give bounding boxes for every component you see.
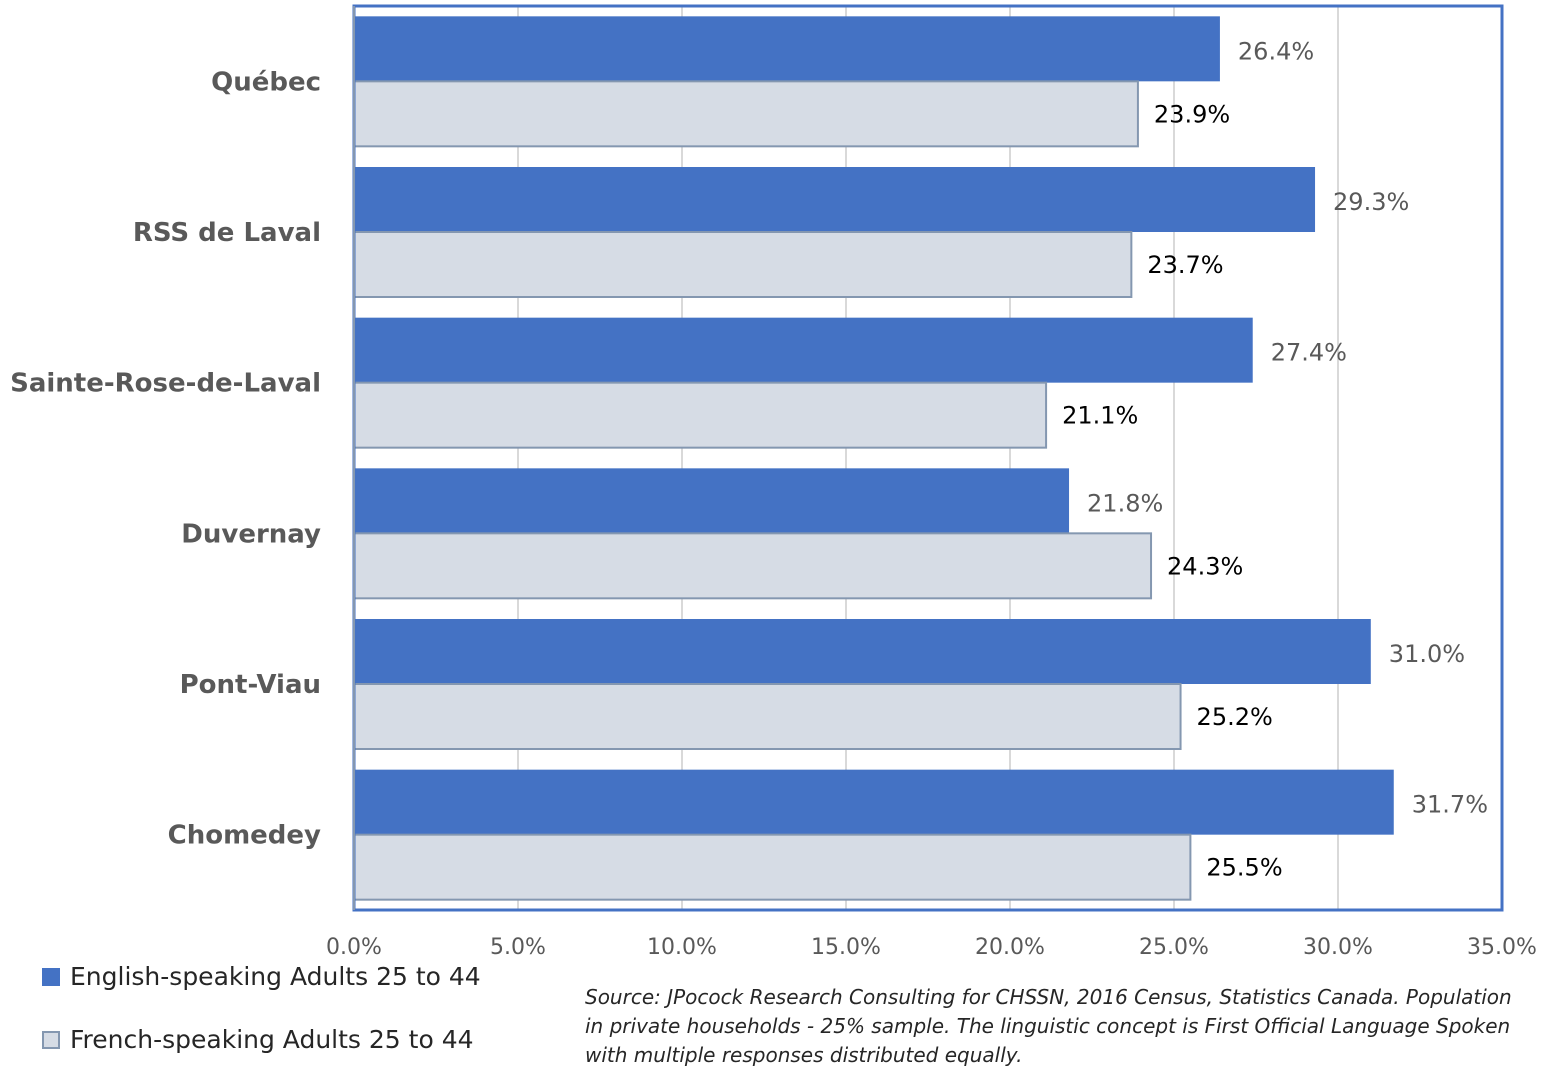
x-tick-label: 30.0%: [1303, 935, 1373, 960]
x-tick-label: 25.0%: [1139, 935, 1209, 960]
x-tick-label: 5.0%: [490, 935, 546, 960]
data-label-english: 27.4%: [1271, 339, 1347, 367]
category-axis: Québec RSS de Laval Sainte-Rose-de-Laval Du…: [10, 67, 321, 850]
x-tick-label: 35.0%: [1467, 935, 1537, 960]
x-tick-label: 15.0%: [811, 935, 881, 960]
data-label-english: 31.7%: [1412, 791, 1488, 819]
data-label-english: 26.4%: [1238, 37, 1314, 65]
data-label-english: 31.0%: [1389, 640, 1465, 668]
category-label: Sainte-Rose-de-Laval: [10, 369, 321, 399]
data-labels: 26.4% 23.9% 29.3% 23.7% 27.4% 21.1% 21.8% 24.3%…: [1062, 37, 1488, 881]
category-label: RSS de Laval: [133, 218, 321, 248]
bar-french: [353, 683, 1182, 750]
bars: [353, 16, 1394, 901]
data-label-french: 25.2%: [1197, 703, 1273, 731]
category-label: Québec: [211, 67, 321, 97]
bar-english: [354, 317, 1253, 383]
legend-swatch-french: [42, 1030, 60, 1049]
plot-frame: [352, 4, 1504, 912]
data-label-french: 21.1%: [1062, 402, 1138, 430]
x-tick-label: 10.0%: [647, 935, 717, 960]
value-axis: 0.0% 5.0% 10.0% 15.0% 20.0% 25.0% 30.0% 35.0%: [326, 935, 1537, 960]
bar-english: [354, 468, 1070, 534]
data-label-french: 25.5%: [1206, 854, 1282, 882]
x-tick-label: 0.0%: [326, 935, 382, 960]
source-note: Source: JPocock Research Consulting for …: [585, 985, 1512, 1067]
bar-english: [354, 769, 1394, 835]
data-label-english: 21.8%: [1087, 489, 1163, 517]
data-label-french: 23.9%: [1154, 100, 1230, 128]
bar-french: [353, 833, 1192, 901]
data-label-english: 29.3%: [1333, 188, 1409, 216]
legend-label-french: French-speaking Adults 25 to 44: [70, 1025, 474, 1054]
bar-french: [353, 381, 1048, 449]
legend-label-english: English-speaking Adults 25 to 44: [70, 962, 481, 991]
category-label: Pont-Viau: [180, 670, 321, 700]
bar-french: [353, 532, 1153, 600]
bar-english: [354, 619, 1371, 684]
legend-item-english: English-speaking Adults 25 to 44: [42, 962, 481, 991]
bar-french: [353, 231, 1133, 298]
data-label-french: 23.7%: [1147, 251, 1223, 279]
data-label-french: 24.3%: [1167, 552, 1243, 580]
bar-french: [353, 80, 1139, 148]
legend-swatch-english: [42, 967, 60, 986]
bar-english: [354, 167, 1316, 232]
category-label: Duvernay: [181, 519, 321, 549]
gridlines: [517, 6, 1339, 910]
x-tick-label: 20.0%: [975, 935, 1045, 960]
bar-english: [354, 16, 1220, 82]
bar-chart: 26.4% 23.9% 29.3% 23.7% 27.4% 21.1% 21.8% 24.3%…: [10, 4, 1537, 960]
category-label: Chomedey: [168, 821, 321, 851]
legend-item-french: French-speaking Adults 25 to 44: [42, 1025, 474, 1054]
